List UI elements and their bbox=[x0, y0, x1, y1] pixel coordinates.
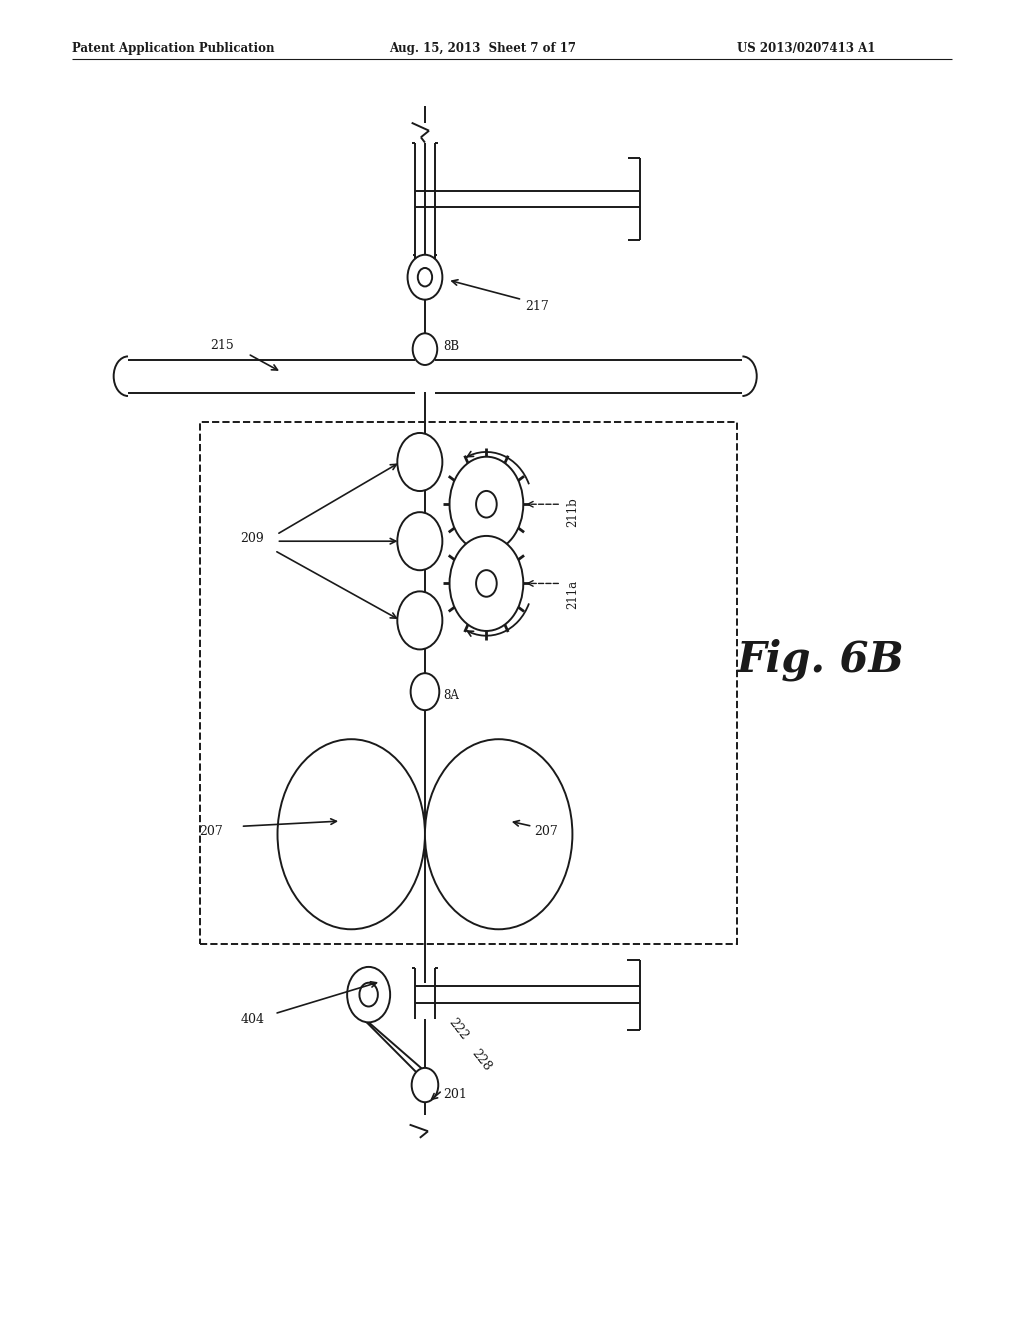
Circle shape bbox=[408, 255, 442, 300]
Text: 211a: 211a bbox=[566, 579, 580, 609]
Text: 209: 209 bbox=[241, 532, 264, 545]
Circle shape bbox=[359, 982, 378, 1006]
Circle shape bbox=[413, 334, 437, 366]
Circle shape bbox=[397, 591, 442, 649]
Text: 215: 215 bbox=[210, 339, 233, 352]
Text: US 2013/0207413 A1: US 2013/0207413 A1 bbox=[737, 42, 876, 55]
Circle shape bbox=[476, 491, 497, 517]
Text: 8B: 8B bbox=[443, 341, 460, 352]
Bar bbox=[200, 422, 737, 944]
Text: 404: 404 bbox=[241, 1012, 264, 1026]
Text: 228: 228 bbox=[469, 1047, 494, 1073]
Circle shape bbox=[347, 966, 390, 1022]
Circle shape bbox=[397, 512, 442, 570]
Text: 211b: 211b bbox=[566, 498, 580, 527]
Text: 8A: 8A bbox=[443, 689, 460, 702]
Text: 222: 222 bbox=[445, 1016, 470, 1043]
Text: 207: 207 bbox=[535, 825, 558, 838]
Text: Fig. 6B: Fig. 6B bbox=[737, 639, 905, 681]
Circle shape bbox=[412, 1068, 438, 1102]
Circle shape bbox=[425, 739, 572, 929]
Circle shape bbox=[450, 536, 523, 631]
Text: 201: 201 bbox=[443, 1088, 467, 1101]
Circle shape bbox=[418, 268, 432, 286]
Circle shape bbox=[278, 739, 425, 929]
Text: 207: 207 bbox=[200, 825, 223, 838]
Circle shape bbox=[397, 433, 442, 491]
Circle shape bbox=[450, 457, 523, 552]
Circle shape bbox=[476, 570, 497, 597]
Text: Aug. 15, 2013  Sheet 7 of 17: Aug. 15, 2013 Sheet 7 of 17 bbox=[389, 42, 577, 55]
Text: Patent Application Publication: Patent Application Publication bbox=[72, 42, 274, 55]
Text: 217: 217 bbox=[525, 300, 549, 313]
Circle shape bbox=[411, 673, 439, 710]
